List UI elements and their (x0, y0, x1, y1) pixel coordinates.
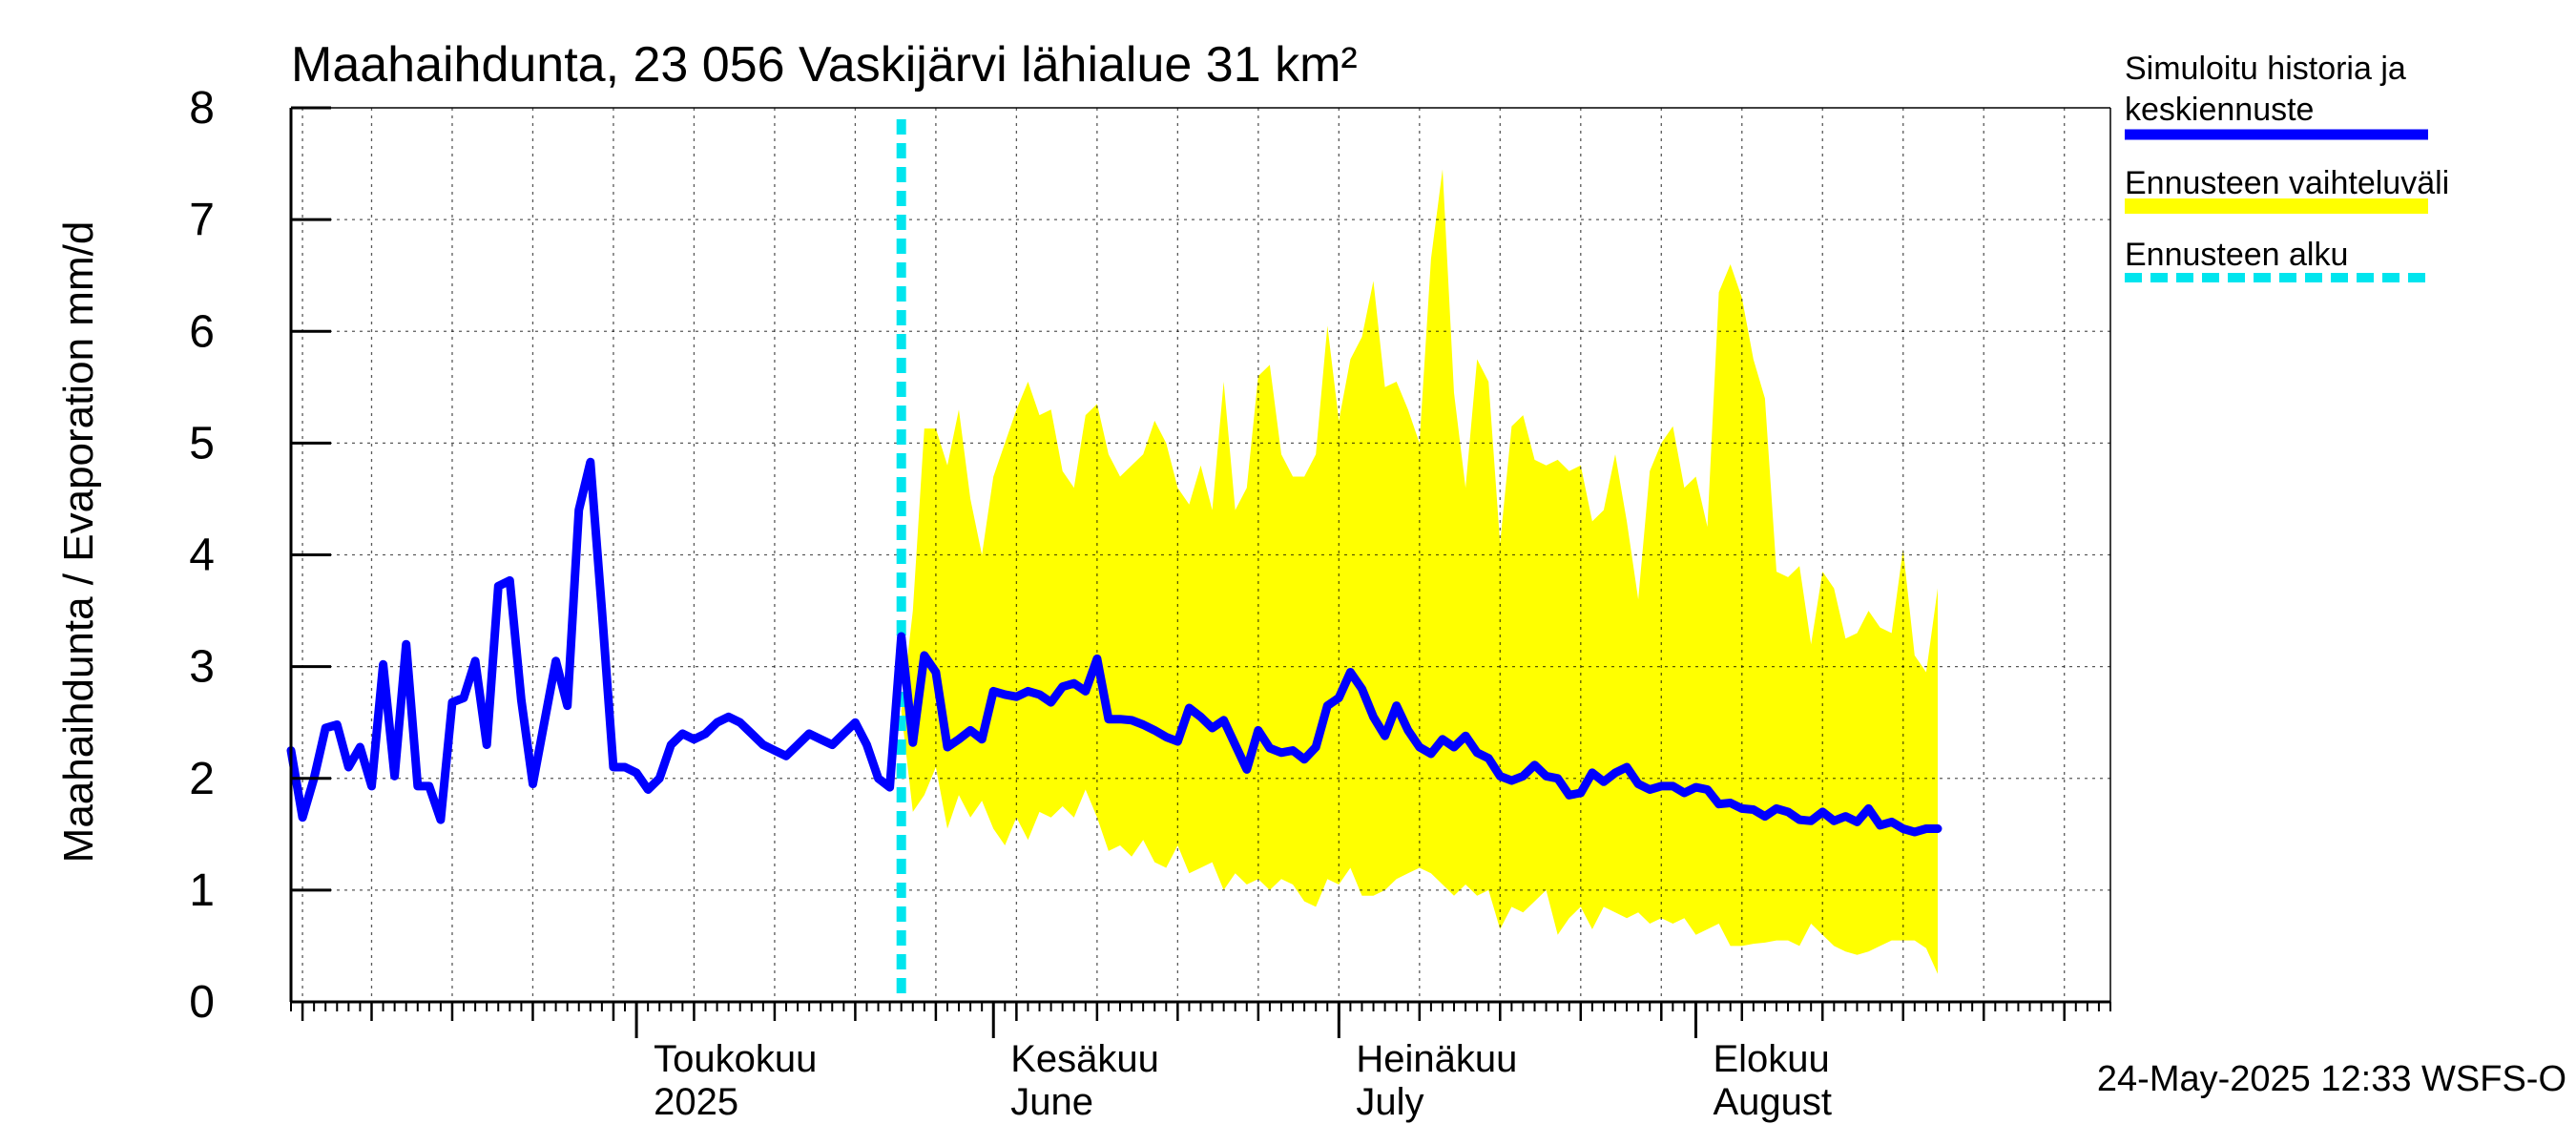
y-tick-label: 6 (189, 306, 215, 357)
forecast-range-area (901, 169, 1939, 974)
y-tick-label: 4 (189, 531, 215, 581)
x-month-label: Elokuu (1713, 1038, 1829, 1080)
forecast-range-band (901, 169, 1939, 974)
y-tick-label: 3 (189, 642, 215, 693)
y-tick-label: 2 (189, 754, 215, 804)
x-month-sublabel: 2025 (654, 1081, 738, 1123)
y-tick-label: 1 (189, 865, 215, 916)
y-tick-label: 7 (189, 195, 215, 245)
x-month-sublabel: June (1010, 1081, 1093, 1123)
x-month-sublabel: July (1356, 1081, 1423, 1123)
axes (289, 106, 2111, 1038)
legend: Simuloitu historia ja keskiennuste Ennuste… (2125, 51, 2449, 282)
y-tick-label: 8 (189, 83, 215, 134)
y-tick-label: 0 (189, 977, 215, 1028)
x-month-sublabel: August (1713, 1081, 1832, 1123)
mean-series (286, 457, 1942, 837)
chart-title: Maahaihdunta, 23 056 Vaskijärvi lähialue… (291, 37, 1358, 93)
legend-label: Simuloitu historia ja (2125, 51, 2406, 87)
y-tick-label: 5 (189, 418, 215, 468)
x-month-label: Heinäkuu (1356, 1038, 1517, 1080)
grid-lines (291, 108, 2110, 1002)
mean-series-line (286, 457, 1942, 837)
legend-label-line2: keskiennuste (2125, 92, 2314, 128)
legend-label: Ennusteen vaihteluväli (2125, 165, 2449, 201)
y-axis-label: Maahaihdunta / Evaporation mm/d (55, 221, 102, 864)
footer-timestamp: 24-May-2025 12:33 WSFS-O (2097, 1059, 2566, 1099)
legend-label: Ennusteen alku (2125, 237, 2348, 273)
x-month-label: Kesäkuu (1010, 1038, 1159, 1080)
x-month-label: Toukokuu (654, 1038, 817, 1080)
y-axis-tick-labels: 0 1 2 3 4 5 6 7 8 (189, 83, 215, 1028)
